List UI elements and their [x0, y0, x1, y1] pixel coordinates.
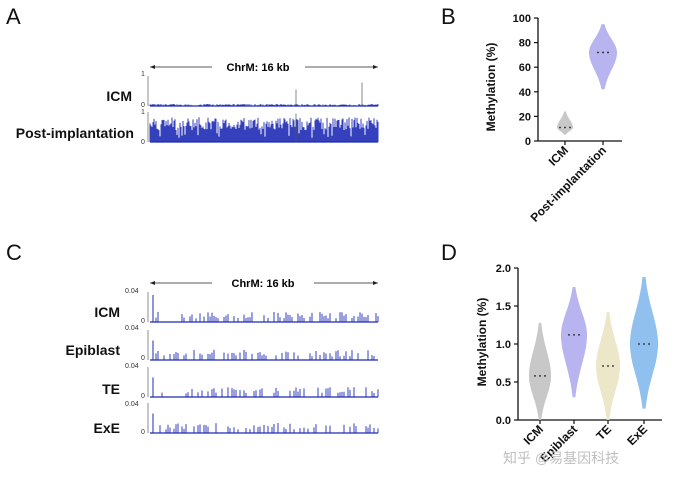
region-arrow-right-head-c: [373, 281, 378, 285]
median-dot: [539, 375, 541, 377]
region-arrow-left-head-c: [150, 281, 155, 285]
median-dot: [568, 333, 570, 336]
panel-label-c: C: [6, 240, 22, 265]
y-tick-label: 2.0: [496, 263, 511, 275]
y-tick-label: 0.0: [496, 415, 511, 427]
median-dot: [643, 343, 645, 345]
median-dot: [602, 365, 604, 367]
track-ymax-c1: 0.04: [125, 288, 139, 295]
track-ymax-a2: 1: [141, 109, 145, 116]
track-ymin-c2: 0: [141, 355, 145, 362]
median-dot: [597, 51, 599, 54]
median-dot: [573, 333, 575, 336]
median-dot: [534, 375, 536, 377]
median-dot: [638, 343, 640, 345]
x-tick-label: ICM: [521, 422, 546, 447]
violin-icm: [557, 111, 573, 135]
track-label-epiblast: Epiblast: [65, 342, 120, 358]
y-tick-label: 80: [519, 38, 531, 50]
y-tick-label: 60: [519, 62, 531, 74]
violin-exe: [630, 277, 658, 409]
watermark-text: 知乎 @易基因科技: [503, 450, 620, 466]
median-dot: [607, 51, 609, 54]
region-label: ChrM: 16 kb: [227, 62, 290, 74]
panel-label-b: B: [441, 4, 456, 29]
track-label-icm-c: ICM: [94, 304, 120, 320]
track-label-post-implantation: Post-implantation: [15, 125, 134, 141]
violin-epiblast: [561, 287, 587, 398]
median-dot: [607, 365, 609, 367]
track-ymin-a1: 0: [141, 102, 145, 109]
panel-d-ylabel: Methylation (%): [475, 297, 489, 387]
median-dot: [544, 375, 546, 377]
violin-post-implantation: [589, 24, 617, 90]
median-dot: [648, 343, 650, 345]
median-dot: [612, 365, 614, 367]
track-ymax-c2: 0.04: [125, 325, 139, 332]
panel-label-a: A: [6, 4, 21, 29]
track-ymin-c1: 0: [141, 318, 145, 325]
x-tick-label: TE: [593, 422, 614, 443]
median-dot: [564, 126, 566, 129]
region-arrow-right-head: [373, 65, 378, 69]
track-label-exe: ExE: [93, 420, 120, 436]
median-dot: [559, 126, 561, 129]
y-tick-label: 0: [525, 136, 531, 148]
track-label-icm-a: ICM: [106, 88, 132, 104]
x-tick-label: ExE: [624, 422, 650, 448]
y-tick-label: 1.0: [496, 339, 511, 351]
track-ymin-a2: 0: [141, 139, 145, 146]
median-dot: [569, 126, 571, 129]
median-dot: [578, 333, 580, 336]
track-ymax-c4: 0.04: [125, 401, 139, 408]
y-tick-label: 1.5: [496, 301, 511, 313]
y-tick-label: 0.5: [496, 377, 511, 389]
region-label-c: ChrM: 16 kb: [232, 278, 295, 290]
track-ymax-c3: 0.04: [125, 363, 139, 370]
panel-label-d: D: [441, 240, 457, 265]
y-tick-label: 100: [513, 13, 531, 25]
median-dot: [602, 51, 604, 54]
track-ymax-a1: 1: [141, 71, 145, 78]
track-ymin-c4: 0: [141, 429, 145, 436]
track-ymin-c3: 0: [141, 393, 145, 400]
region-arrow-left-head: [150, 65, 155, 69]
violin-icm: [529, 322, 551, 420]
track-label-te: TE: [102, 381, 120, 397]
y-tick-label: 40: [519, 87, 531, 99]
y-tick-label: 20: [519, 111, 531, 123]
